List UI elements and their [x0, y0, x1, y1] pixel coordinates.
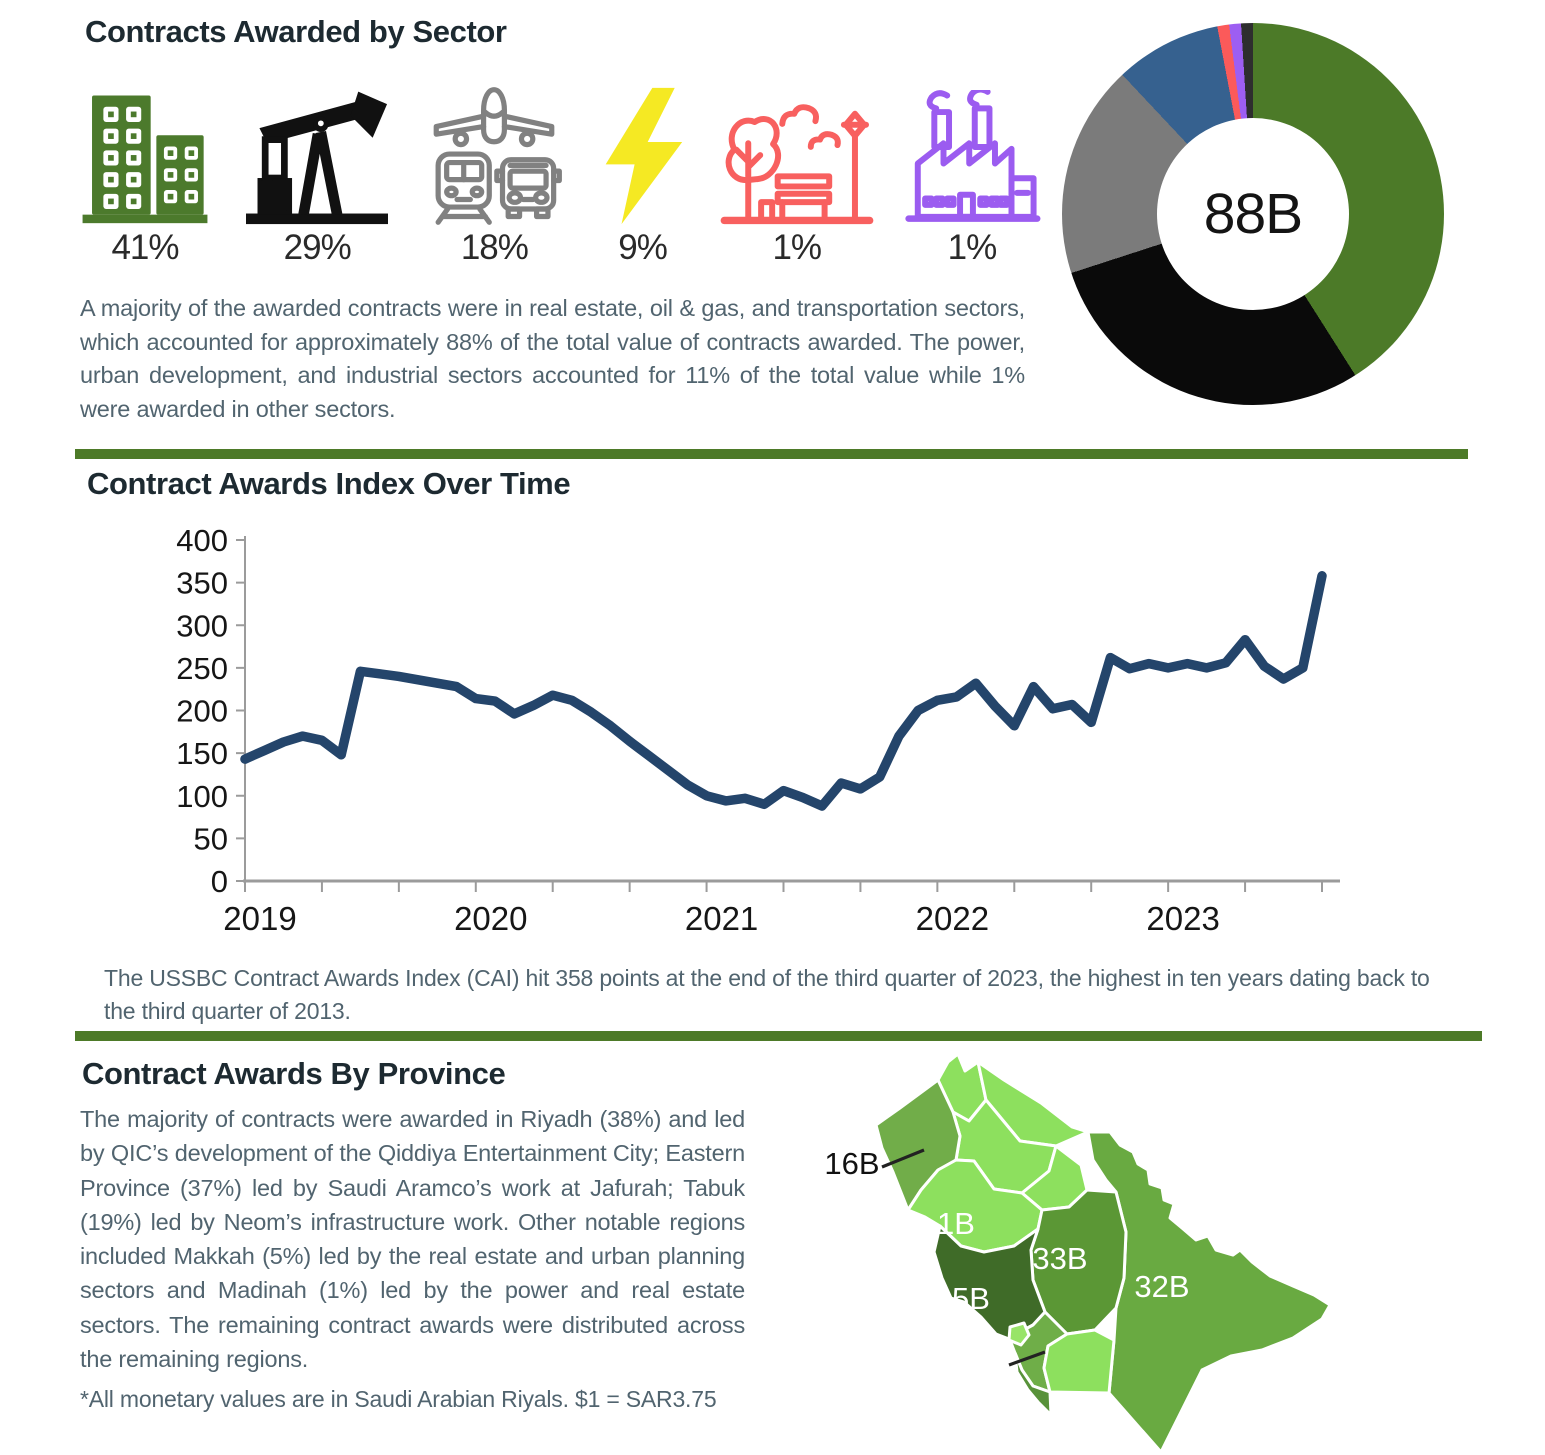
map-label-riyadh: 33B: [1032, 1241, 1087, 1276]
y-tick-label: 100: [176, 779, 228, 814]
pct-real-estate: 41%: [111, 228, 179, 267]
x-tick-label: 2021: [685, 900, 758, 937]
factory-icon: [905, 90, 1041, 222]
province-al-bahah: [1007, 1321, 1031, 1347]
cai-series-line: [240, 571, 1327, 811]
cai-line-chart: 0 50 100 150 200 250 300 350 400 2019 2020 2021 2022…: [176, 523, 1340, 937]
south-callout-line: [1008, 1350, 1046, 1367]
urban-park-icon: [720, 104, 874, 225]
lightning-icon: [605, 87, 682, 225]
sector-paragraph: A majority of the awarded contracts were…: [80, 295, 1025, 422]
x-tick-label: 2019: [223, 900, 296, 937]
x-tick-label: 2023: [1146, 900, 1219, 937]
pct-industrial: 1%: [947, 228, 998, 267]
map-label-madinah: 1B: [937, 1206, 975, 1241]
oil-pump-icon: [246, 91, 389, 225]
pct-urban-development: 1%: [772, 228, 822, 267]
y-tick-label: 200: [176, 694, 228, 729]
y-tick-label: 300: [176, 608, 228, 643]
sector-industrial: 1%: [901, 84, 1043, 265]
transportation-icon: [434, 87, 563, 225]
sector-icon-row: 41% 29%: [75, 84, 1043, 265]
y-tick-label: 0: [211, 864, 228, 899]
cai-caption: The USSBC Contract Awards Index (CAI) hi…: [104, 965, 1430, 1025]
sector-oil-gas: 29%: [238, 84, 396, 265]
y-tick-label: 250: [176, 651, 228, 686]
province-eastern: [1086, 1130, 1332, 1454]
province-paragraph: The majority of contracts were awarded i…: [80, 1106, 745, 1373]
cai-section-title: Contract Awards Index Over Time: [87, 466, 571, 501]
map-label-tabuk: 16B: [824, 1146, 879, 1181]
pct-oil-gas: 29%: [283, 228, 352, 267]
donut-hole: 88B: [1157, 118, 1349, 310]
tabuk-callout-line: [881, 1148, 925, 1169]
province-najran: [1042, 1328, 1116, 1395]
y-tick-label: 400: [176, 523, 228, 558]
donut-center-label: 88B: [1203, 182, 1303, 246]
y-tick-label: 150: [176, 736, 228, 771]
y-tick-label: 350: [176, 566, 228, 601]
province-jazan: [1013, 1351, 1053, 1417]
pct-power: 9%: [618, 228, 668, 267]
saudi-arabia-map: 16B 1B 33B 32B 5B: [824, 1052, 1332, 1454]
sector-transportation: 18%: [419, 84, 569, 265]
x-tick-label: 2020: [454, 900, 527, 937]
section-divider-2: [75, 1031, 1482, 1041]
section-divider-1: [75, 449, 1468, 459]
sector-urban-development: 1%: [716, 84, 878, 265]
map-label-eastern-province: 32B: [1134, 1269, 1189, 1304]
pct-transportation: 18%: [460, 228, 529, 267]
map-label-makkah: 5B: [952, 1281, 990, 1316]
sector-section-title: Contracts Awarded by Sector: [85, 14, 507, 49]
sector-real-estate: 41%: [75, 84, 215, 265]
sector-power: 9%: [593, 84, 693, 265]
footnote: *All monetary values are in Saudi Arabia…: [80, 1386, 717, 1412]
y-tick-label: 50: [194, 821, 228, 856]
province-section-title: Contract Awards By Province: [82, 1056, 506, 1091]
sector-donut-chart: 88B: [1062, 23, 1444, 405]
buildings-icon: [82, 95, 208, 224]
x-tick-label: 2022: [916, 900, 989, 937]
